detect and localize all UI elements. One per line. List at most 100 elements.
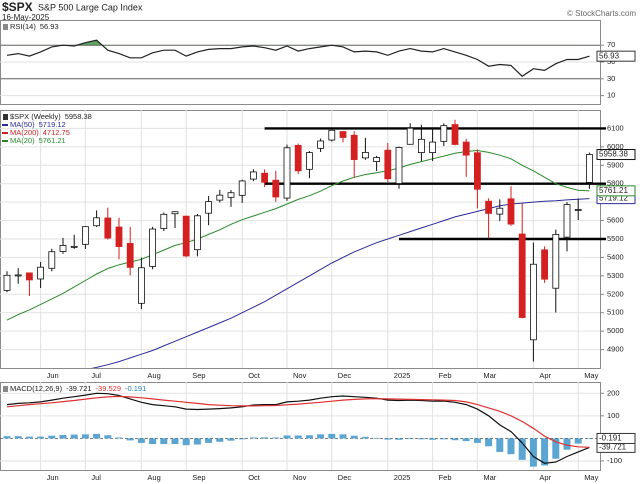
candle-body	[518, 233, 526, 318]
y-tick-label: 5100	[607, 308, 624, 317]
legend-text: MACD(12,26,9)	[10, 384, 63, 393]
y-tick-label: 4900	[607, 345, 624, 354]
histogram-bar	[384, 438, 392, 440]
x-tick-label: Jun	[47, 473, 59, 482]
histogram-bar	[563, 438, 571, 450]
candle-body	[25, 272, 33, 281]
x-tick-label: Feb	[439, 371, 452, 380]
histogram-bar	[294, 435, 302, 439]
histogram-bar	[227, 438, 235, 441]
y-tick-label: 5600	[607, 216, 624, 225]
moving-average	[91, 198, 590, 368]
candle-body	[563, 204, 571, 238]
candle-body	[440, 125, 448, 142]
y-tick-label: 5900	[607, 160, 624, 169]
candle-body	[328, 129, 336, 141]
histogram-bar	[574, 438, 582, 444]
legend-text: MA(20)	[10, 136, 35, 145]
histogram-bar	[171, 438, 179, 445]
candle-body	[238, 180, 246, 196]
y-tick-label: 5800	[607, 179, 624, 188]
legend-text: -39.529	[96, 384, 121, 393]
histogram-bar	[451, 438, 459, 441]
histogram-bar	[429, 438, 437, 440]
candle-body	[361, 151, 369, 159]
histogram-bar	[70, 434, 78, 439]
legend-text: 4712.75	[43, 128, 70, 137]
candle-body	[485, 200, 493, 214]
credit: © StockCharts.com	[567, 9, 636, 18]
candle-body	[294, 144, 302, 172]
value-tag-box	[596, 50, 636, 62]
histogram-bar	[361, 436, 369, 439]
x-tick-label: Dec	[338, 473, 352, 482]
candle-body	[541, 249, 548, 280]
candle-body	[429, 141, 437, 153]
legend-text: -39.721	[66, 384, 91, 393]
candle-body	[384, 149, 392, 180]
x-tick-label: Oct	[248, 371, 261, 380]
y-tick-label: 10	[607, 91, 615, 100]
histogram-bar	[93, 433, 101, 439]
y-tick-label: 5000	[607, 326, 624, 335]
histogram-bar	[149, 438, 157, 445]
y-tick-label: 6100	[607, 123, 624, 132]
histogram-bar	[137, 438, 145, 443]
legend-icon	[3, 114, 8, 120]
candle-body	[216, 194, 224, 201]
x-tick-label: Nov	[293, 371, 307, 380]
date: 16-May-2025	[2, 13, 50, 22]
histogram-bar	[529, 438, 537, 467]
candle-body	[104, 217, 112, 239]
histogram-bar	[395, 438, 403, 440]
x-tick-label: Sep	[192, 371, 205, 380]
legend-text: 5719.12	[39, 120, 66, 129]
histogram-bar	[496, 438, 504, 452]
x-tick-label: Apr	[539, 371, 551, 380]
histogram-bar	[485, 438, 493, 447]
histogram-bar	[25, 436, 33, 439]
candle-body	[507, 198, 515, 225]
value-tag: -0.191	[599, 434, 622, 443]
value-tag: 56.93	[599, 51, 620, 60]
value-tag: 5958.38	[599, 150, 628, 159]
histogram-bar	[182, 438, 190, 446]
legend-text: 56.93	[40, 22, 59, 31]
x-tick-label: Aug	[147, 473, 160, 482]
histogram-bar	[462, 438, 470, 442]
value-tag-box	[596, 185, 636, 197]
legend-icon	[3, 24, 8, 30]
candle-body	[182, 215, 190, 257]
candle-body	[339, 131, 347, 138]
histogram-bar	[373, 437, 381, 439]
legend-text: MA(50)	[10, 120, 35, 129]
histogram-bar	[552, 438, 560, 459]
legend-text: $SPX (Weekly)	[10, 112, 61, 121]
candle-body	[48, 251, 56, 269]
histogram-bar	[350, 435, 358, 439]
candle-body	[496, 207, 504, 215]
candle-body	[3, 274, 11, 291]
candle-body	[574, 209, 582, 211]
x-tick-label: Apr	[539, 473, 551, 482]
histogram-bar	[473, 438, 481, 443]
candle-body	[350, 134, 358, 160]
histogram-bar	[216, 438, 224, 442]
histogram-bar	[339, 434, 347, 439]
candle-body	[272, 179, 280, 198]
candle-body	[93, 217, 100, 227]
histogram-bar	[305, 435, 313, 439]
candle-body	[417, 138, 425, 153]
series-line	[6, 395, 590, 448]
candle-body	[227, 192, 235, 198]
y-tick-label: 5400	[607, 252, 624, 261]
histogram-bar	[406, 438, 414, 440]
legend-text: 5761.21	[39, 136, 66, 145]
candle-body	[473, 152, 481, 190]
candle-body	[115, 226, 123, 247]
histogram-bar	[3, 436, 11, 439]
x-tick-label: Jul	[91, 473, 101, 482]
y-tick-label: 5500	[607, 234, 624, 243]
macd-frame	[0, 382, 601, 471]
histogram-bar	[81, 434, 89, 439]
